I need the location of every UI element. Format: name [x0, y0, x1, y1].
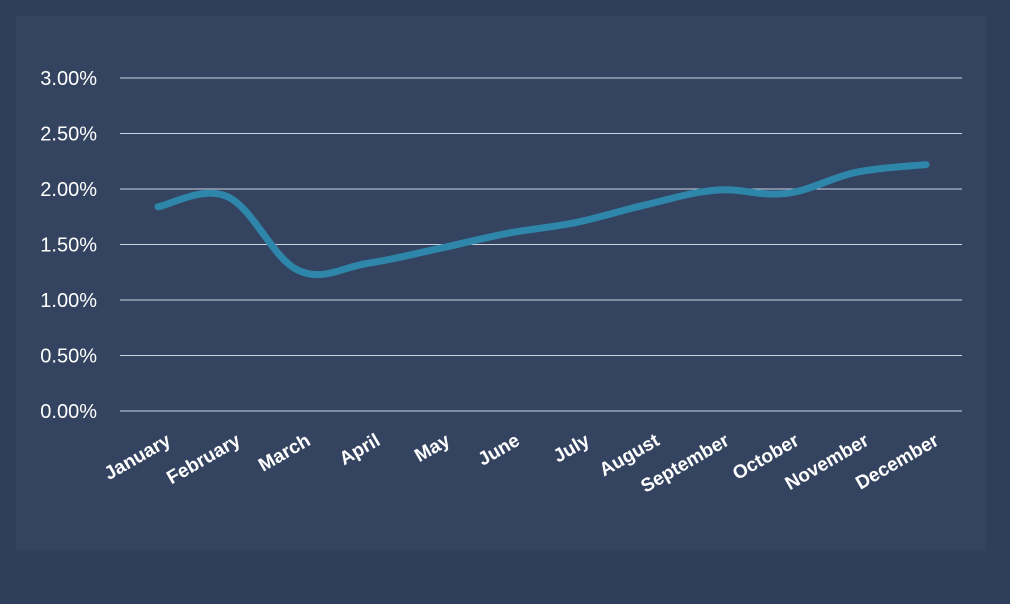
y-tick-label: 2.50%: [40, 124, 97, 146]
x-tick-label: July: [550, 430, 594, 467]
x-tick-label: March: [255, 430, 314, 476]
series-layer: [154, 161, 930, 278]
chart-panel: [16, 16, 986, 550]
x-tick-label: January: [101, 430, 175, 485]
y-tick-label: 0.00%: [40, 401, 97, 423]
x-tick-label: May: [411, 430, 454, 467]
y-tick-label: 2.00%: [40, 179, 97, 201]
y-tick-label: 1.50%: [40, 235, 97, 257]
x-tick-label: April: [336, 430, 384, 470]
y-tick-label: 1.00%: [40, 290, 97, 312]
y-tick-label: 3.00%: [40, 68, 97, 90]
x-tick-label: June: [475, 430, 524, 470]
gridlines: [120, 77, 962, 412]
series-line: [154, 161, 930, 278]
x-tick-label: February: [163, 430, 244, 489]
y-axis-ticks: 0.00% 0.50% 1.00% 1.50% 2.00% 2.50% 3.00%: [40, 68, 97, 423]
y-tick-label: 0.50%: [40, 346, 97, 368]
